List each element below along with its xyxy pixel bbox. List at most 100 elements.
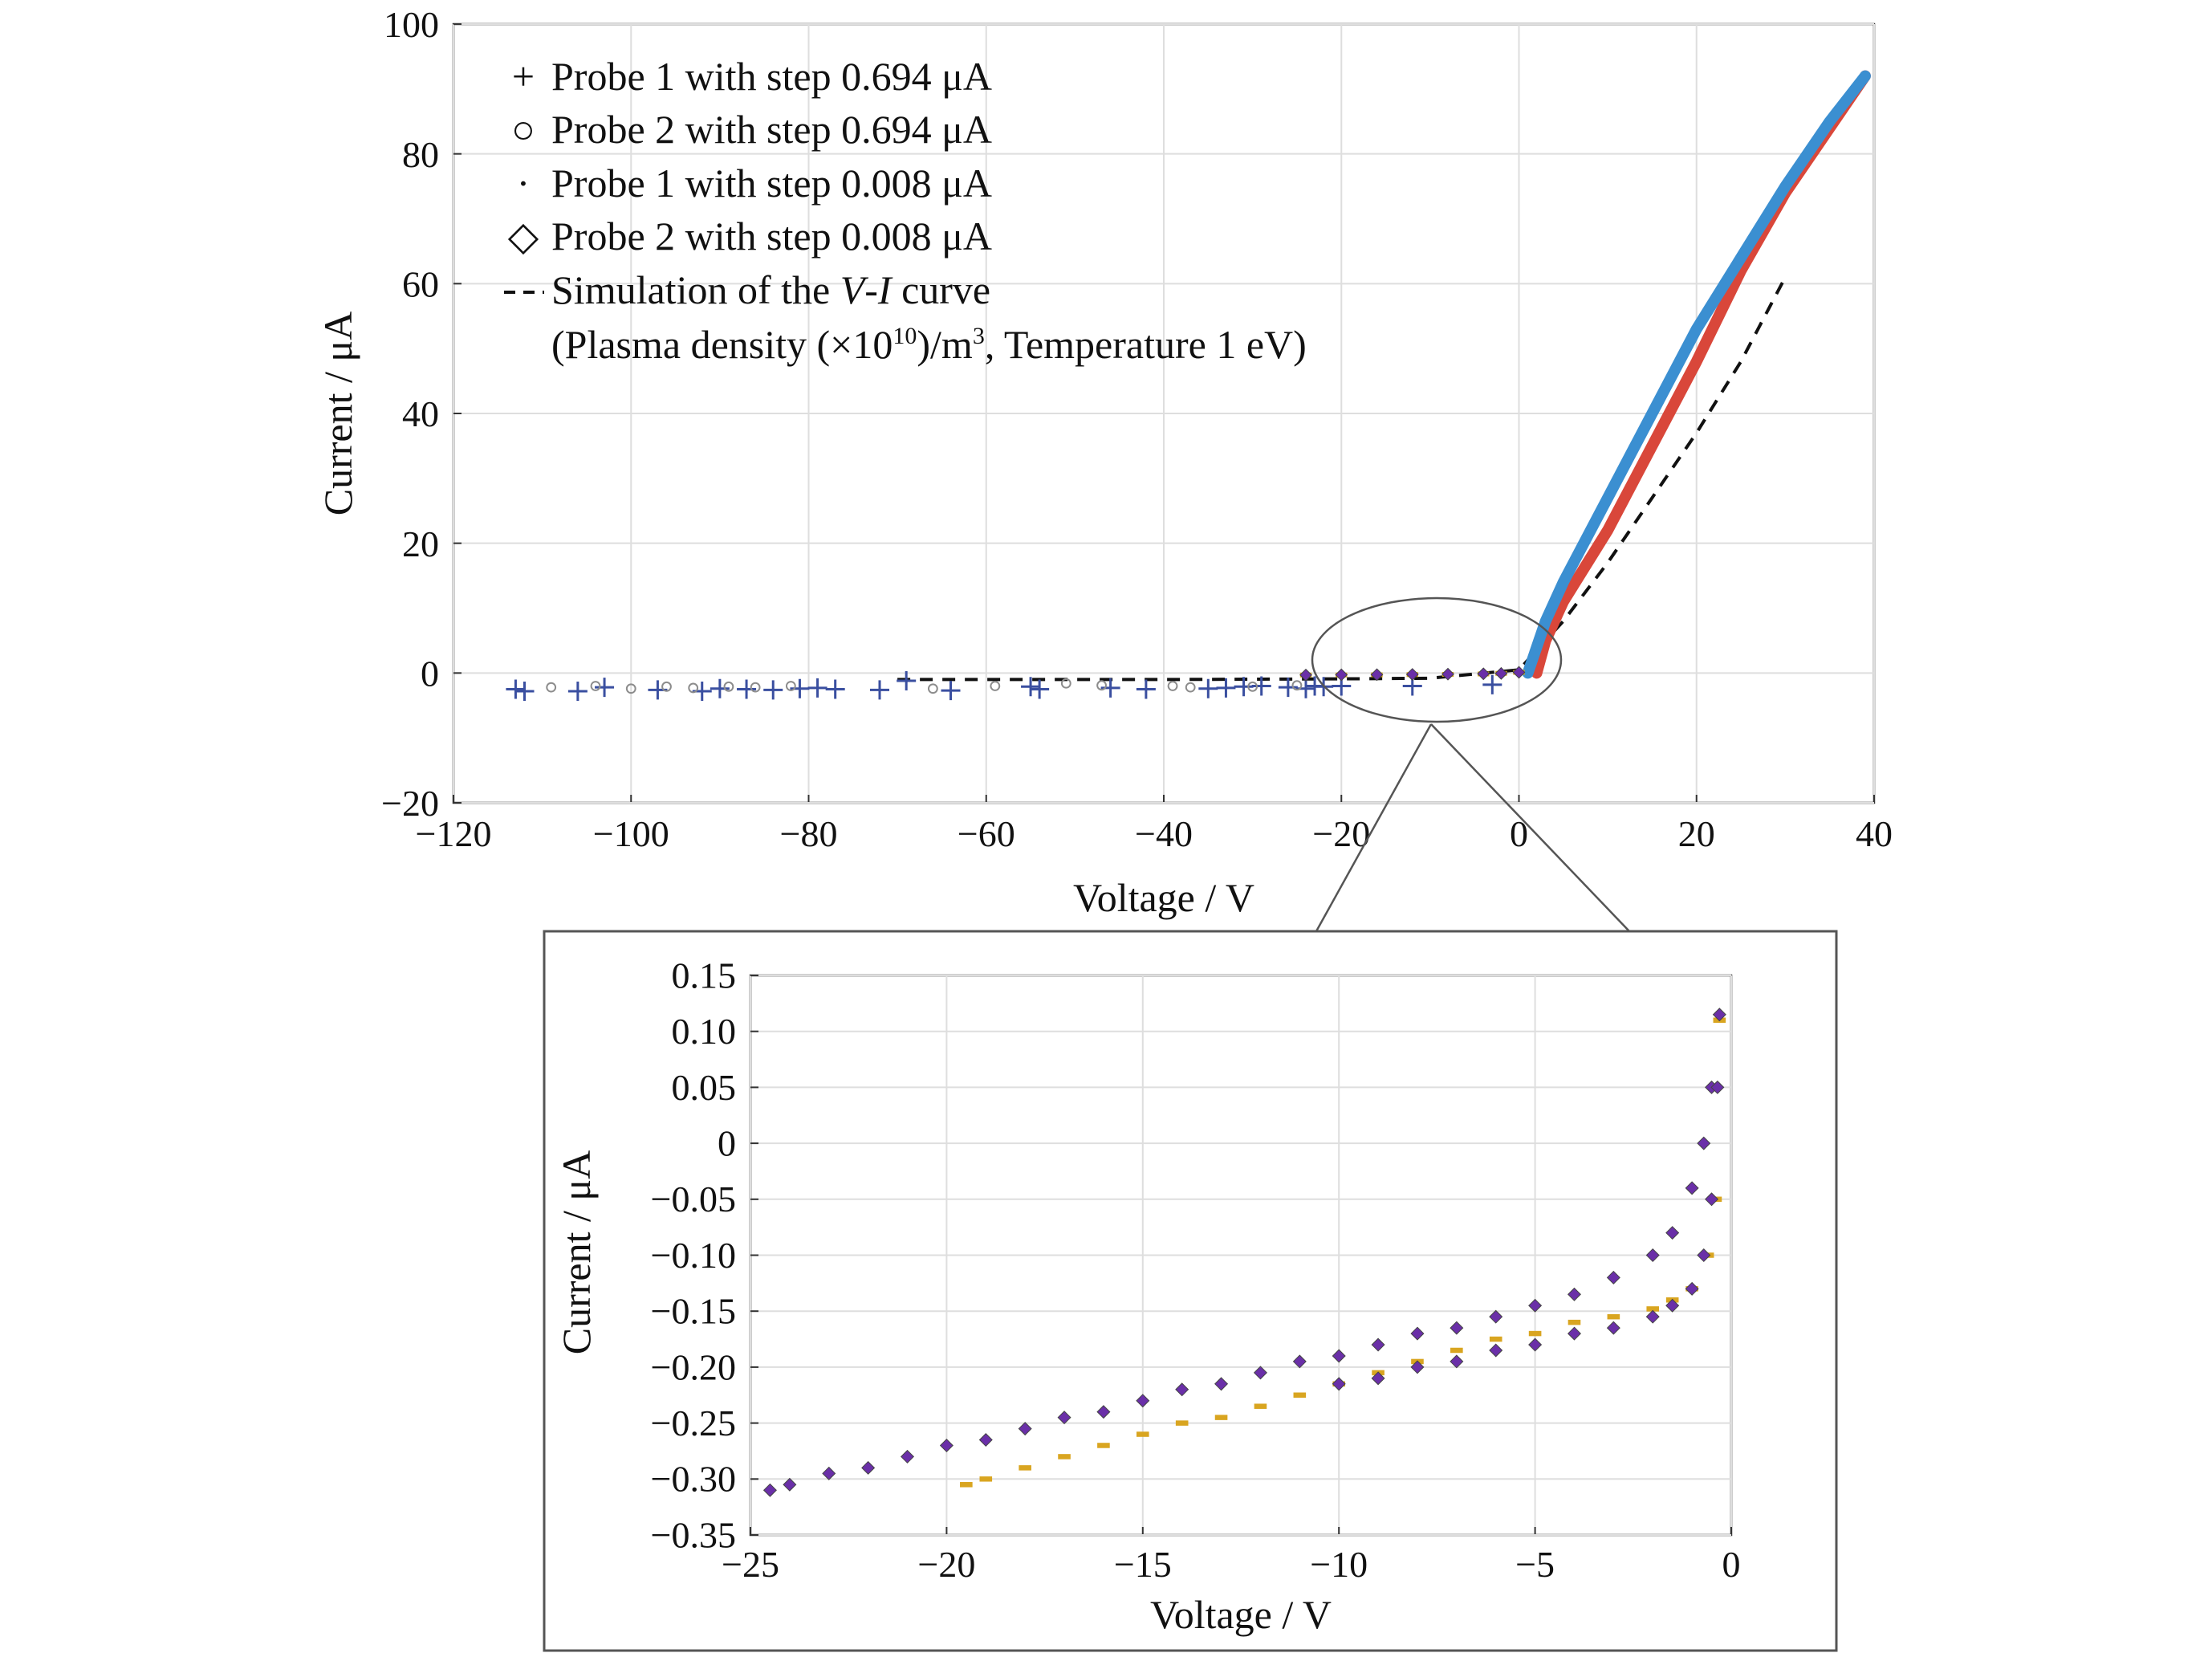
main-point-s3-1 — [1335, 668, 1348, 682]
main-point-s1-1 — [590, 681, 601, 691]
main-point-s1-0 — [546, 682, 557, 693]
inset-point-s0-17 — [1607, 1313, 1620, 1320]
inset-point-s2-12 — [1705, 1192, 1719, 1207]
inset-point-s1-13 — [1253, 1366, 1267, 1380]
main-point-s1-12 — [1167, 681, 1178, 691]
main-point-s1-2 — [625, 683, 636, 694]
inset-point-s1-3 — [861, 1460, 876, 1475]
main-point-s0-14 — [941, 681, 961, 701]
main-xtick-label-6: 0 — [1510, 813, 1528, 854]
inset-outer-box — [543, 930, 1838, 1652]
legend-marker-1: + — [512, 54, 535, 99]
inset-ytick-label-4: −0.15 — [651, 1291, 736, 1332]
inset-x-axis-label: Voltage / V — [1150, 1592, 1332, 1637]
inset-ytick-label-5: −0.10 — [651, 1235, 736, 1276]
main-point-s0-21 — [1234, 677, 1254, 697]
inset-point-s2-4 — [1489, 1343, 1503, 1358]
inset-point-s1-21 — [1567, 1287, 1581, 1301]
inset-point-s1-12 — [1214, 1377, 1229, 1391]
inset-point-s1-23 — [1645, 1248, 1660, 1263]
inset-point-s0-1 — [979, 1476, 993, 1482]
legend-marker-4: ◇ — [508, 214, 539, 259]
main-point-s1-8 — [927, 683, 938, 694]
main-point-s0-22 — [1251, 676, 1271, 696]
main-point-s1-3 — [661, 681, 672, 692]
main-y-axis-label: Current / μA — [315, 311, 360, 516]
inset-ytick-label-2: −0.25 — [651, 1403, 736, 1443]
inset-ytick-label-7: 0 — [718, 1123, 736, 1164]
inset-ytick-label-0: −0.35 — [651, 1514, 736, 1555]
main-point-s3-3 — [1405, 668, 1419, 681]
main-ytick-label-5: 80 — [402, 134, 439, 175]
main-xtick-label-7: 20 — [1678, 813, 1715, 854]
inset-xtick-label-0: −25 — [722, 1544, 779, 1585]
inset-point-s0-4 — [1097, 1443, 1110, 1448]
simulation-line — [897, 276, 1787, 682]
main-x-axis-label: Voltage / V — [1073, 875, 1254, 920]
main-point-s3-0 — [1299, 668, 1312, 682]
inset-point-s2-5 — [1528, 1337, 1543, 1352]
legend-label-2: Probe 2 with step 0.694 μA — [551, 107, 992, 152]
inset-point-s1-10 — [1136, 1394, 1150, 1408]
main-point-s3-7 — [1512, 666, 1526, 679]
main-point-s1-11 — [1096, 680, 1107, 691]
inset-point-s2-10 — [1685, 1281, 1699, 1296]
inset-point-s1-4 — [901, 1449, 915, 1464]
main-point-s3-6 — [1494, 666, 1508, 680]
main-fit-lines — [1522, 70, 1871, 679]
main-point-s0-15 — [1021, 677, 1041, 697]
inset-point-s2-8 — [1645, 1309, 1660, 1324]
main-point-s0-0 — [506, 679, 526, 699]
callout-line-left — [1315, 723, 1433, 932]
inset-point-s2-6 — [1567, 1326, 1581, 1341]
main-point-s0-13 — [897, 671, 917, 691]
main-data-points — [506, 666, 1526, 701]
main-point-s1-4 — [688, 682, 699, 694]
main-xtick-label-3: −60 — [958, 813, 1015, 854]
legend-label-5: Simulation of the V-I curve — [551, 267, 990, 312]
main-point-s0-20 — [1216, 678, 1236, 698]
main-point-s0-6 — [710, 678, 730, 698]
legend-label-3: Probe 1 with step 0.008 μA — [551, 161, 992, 206]
inset-point-s1-6 — [978, 1433, 993, 1447]
main-point-s3-5 — [1477, 667, 1490, 681]
main-ytick-label-2: 20 — [402, 523, 439, 564]
inset-xtick-label-3: −10 — [1310, 1544, 1368, 1585]
inset-xtick-label-1: −20 — [917, 1544, 975, 1585]
inset-point-s0-7 — [1214, 1415, 1228, 1420]
main-point-s0-1 — [514, 681, 535, 701]
inset-point-s1-11 — [1175, 1382, 1189, 1397]
simulation-curve — [897, 276, 1787, 682]
main-xtick-label-8: 40 — [1856, 813, 1893, 854]
inset-point-s0-6 — [1175, 1420, 1189, 1426]
inset-ytick-label-3: −0.20 — [651, 1346, 736, 1387]
inset-point-s2-0 — [1332, 1377, 1346, 1391]
inset-point-s2-3 — [1450, 1354, 1464, 1369]
inset-point-s0-0 — [960, 1482, 973, 1488]
main-point-s0-18 — [1136, 679, 1156, 699]
inset-ytick-label-1: −0.30 — [651, 1459, 736, 1500]
inset-point-s1-22 — [1606, 1270, 1620, 1285]
inset-point-s1-2 — [822, 1466, 836, 1480]
main-point-s1-5 — [723, 681, 734, 692]
main-point-s0-2 — [567, 681, 588, 701]
main-point-s1-13 — [1185, 682, 1196, 693]
inset-chart: −25 −20 −15 −10 −5 0 −0.35 −0.30 −0.25 −0.20 −0.15… — [543, 930, 1838, 1652]
inset-point-s1-20 — [1528, 1298, 1543, 1313]
main-xtick-label-4: −40 — [1135, 813, 1193, 854]
inset-ytick-label-9: 0.10 — [672, 1011, 737, 1052]
inset-point-s2-13 — [1710, 1080, 1725, 1094]
inset-xtick-label-5: 0 — [1722, 1544, 1741, 1585]
inset-xtick-label-4: −5 — [1515, 1544, 1555, 1585]
inset-tick-labels: −25 −20 −15 −10 −5 0 −0.35 −0.30 −0.25 −0.20 −0.15… — [651, 955, 1741, 1585]
inset-point-s0-3 — [1058, 1454, 1071, 1460]
legend-label-1: Probe 1 with step 0.694 μA — [551, 54, 992, 99]
inset-point-s1-14 — [1292, 1354, 1307, 1369]
main-point-s1-7 — [785, 681, 796, 691]
main-tick-labels: −120 −100 −80 −60 −40 −20 0 20 40 −20 0 20 40 60 80 100 — [381, 4, 1893, 854]
inset-point-s1-26 — [1697, 1136, 1711, 1150]
inset-point-s1-24 — [1665, 1226, 1680, 1240]
legend-note: (Plasma density (×1010)/m3, Temperature … — [551, 322, 1307, 367]
inset-point-s0-9 — [1293, 1392, 1307, 1398]
main-point-s3-2 — [1370, 668, 1384, 682]
